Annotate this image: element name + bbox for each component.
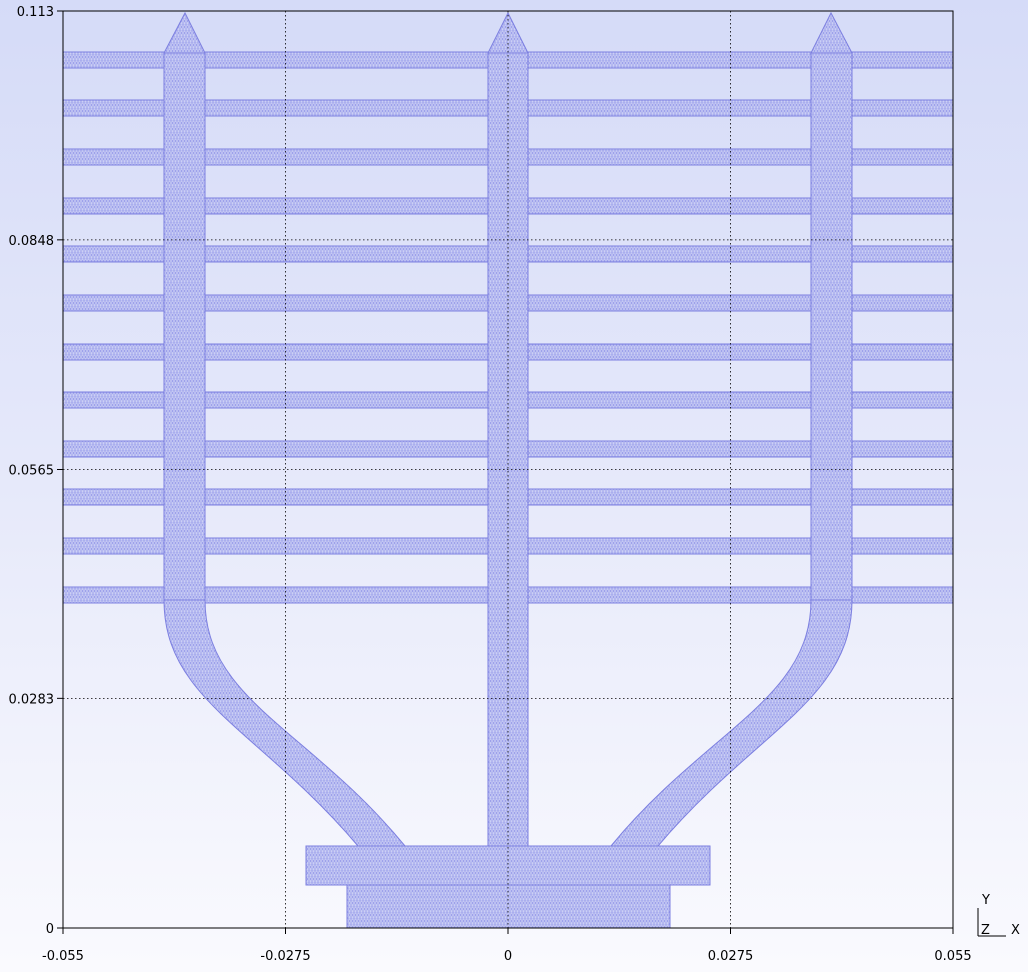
manifold-upper — [305, 845, 711, 886]
x-tick-label: 0 — [504, 949, 512, 964]
manifold-base — [346, 883, 671, 929]
y-tick-label: 0.113 — [17, 5, 54, 20]
y-axis: 0 0.0283 0.0565 0.0848 0.113 — [9, 5, 63, 937]
channel-vertical — [810, 51, 853, 604]
axis-triad: Y Z X — [977, 893, 1020, 938]
channel-tip — [810, 11, 853, 54]
y-tick-label: 0.0283 — [9, 692, 55, 707]
x-tick-label: -0.0275 — [260, 949, 310, 964]
triad-z-label: Z — [981, 923, 990, 938]
x-axis: -0.055 -0.0275 0 0.0275 0.055 — [42, 928, 972, 964]
triad-x-label: X — [1011, 923, 1020, 938]
triad-y-label: Y — [981, 893, 990, 908]
mesh-geometry — [62, 11, 954, 929]
gridlines — [63, 11, 953, 928]
x-tick-label: 0.0275 — [708, 949, 754, 964]
y-tick-label: 0.0565 — [9, 464, 55, 479]
x-tick-label: 0.055 — [934, 949, 971, 964]
x-tick-label: -0.055 — [42, 949, 84, 964]
channel-vertical — [163, 51, 206, 604]
curved-connector-right — [609, 599, 853, 847]
y-tick-label: 0.0848 — [9, 234, 55, 249]
y-tick-label: 0 — [46, 922, 54, 937]
channel-tip — [487, 11, 529, 54]
channel-tip — [163, 11, 206, 54]
curved-connector-left — [163, 599, 407, 847]
